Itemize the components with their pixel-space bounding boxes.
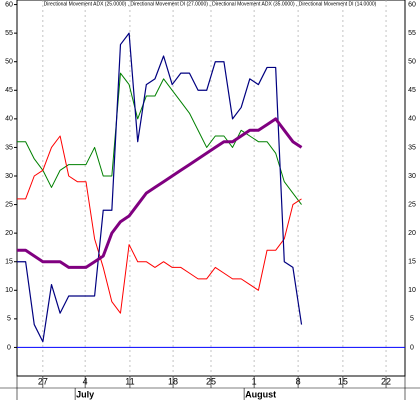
y-tick-label-right: 30 [408,173,416,180]
series-line [17,117,303,269]
series-line [17,72,302,205]
y-tick-label-right: 60 [408,1,416,8]
x-tick-label: 15 [338,376,348,386]
y-tick-label: 5 [7,316,11,323]
y-tick-label: 15 [5,259,13,266]
y-tick-label-right: 25 [408,201,416,208]
y-tick-label-right: 35 [408,144,416,151]
y-tick-label: 20 [5,230,13,237]
y-tick-label-right: 50 [408,59,416,66]
y-tick-label: 0 [7,344,11,351]
y-tick-label-right: 45 [408,87,416,94]
y-tick-label: 45 [5,87,13,94]
y-tick-label: 55 [5,30,13,37]
y-tick-label-right: 0 [410,344,414,351]
y-tick-label: 35 [5,144,13,151]
x-tick-label: 11 [125,376,134,386]
y-tick-label: 10 [5,287,13,294]
x-tick-label: 27 [38,376,48,386]
x-tick-label: 22 [381,376,391,386]
y-tick-label-right: 20 [408,230,416,237]
y-tick-label: 40 [5,116,13,123]
x-tick-label: 1 [252,376,257,386]
x-tick-label: 18 [168,376,178,386]
series-line [17,135,302,314]
chart-title: Directional Movement ADX (25.0000) , Dir… [44,1,377,7]
y-tick-label-right: 5 [410,316,414,323]
series-line [17,32,303,343]
y-tick-label-right: 40 [408,116,416,123]
x-tick-label: 4 [83,376,88,386]
y-tick-label: 60 [5,1,13,8]
x-tick-label: 8 [296,376,301,386]
y-tick-label: 25 [5,201,13,208]
y-tick-label-right: 15 [408,259,416,266]
month-label: August [245,389,276,399]
y-tick-label-right: 10 [408,287,416,294]
y-tick-label-right: 55 [408,30,416,37]
x-tick-label: 25 [206,376,216,386]
y-tick-label: 30 [5,173,13,180]
y-tick-label: 50 [5,59,13,66]
month-label: July [76,389,94,399]
